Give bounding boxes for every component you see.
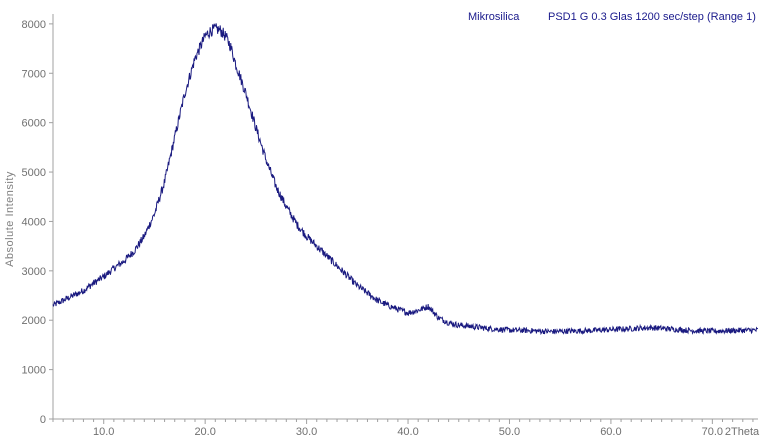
y-tick-label: 3000 <box>22 266 46 278</box>
y-tick-label: 7000 <box>22 68 46 80</box>
series-line-mikrosilica <box>52 23 759 336</box>
x-tick-label: 60.0 <box>600 426 621 438</box>
y-tick-label: 1000 <box>22 365 46 377</box>
y-axis-title: Absolute Intensity <box>4 171 16 267</box>
x-tick-label: 10.0 <box>93 426 114 438</box>
legend-series-description: PSD1 G 0.3 Glas 1200 sec/step (Range 1) <box>548 11 756 23</box>
x-axis-title: 2Theta <box>725 426 760 438</box>
x-tick-label: 70.0 <box>702 426 723 438</box>
y-tick-label: 0 <box>40 414 46 426</box>
x-axis-ticks: 10.0 20.0 30.0 40.0 50.0 60.0 70.0 <box>52 419 754 438</box>
y-tick-label: 4000 <box>22 216 46 228</box>
x-tick-label: 30.0 <box>296 426 317 438</box>
y-axis-ticks: 0 1000 2000 3000 4000 5000 6000 7000 8000 <box>22 19 53 426</box>
y-tick-label: 8000 <box>22 19 46 31</box>
x-tick-label: 50.0 <box>499 426 520 438</box>
y-tick-label: 2000 <box>22 315 46 327</box>
x-tick-label: 20.0 <box>194 426 215 438</box>
y-tick-label: 6000 <box>22 118 46 130</box>
legend-series-name: Mikrosilica <box>468 11 520 23</box>
x-tick-label: 40.0 <box>397 426 418 438</box>
y-tick-label: 5000 <box>22 167 46 179</box>
